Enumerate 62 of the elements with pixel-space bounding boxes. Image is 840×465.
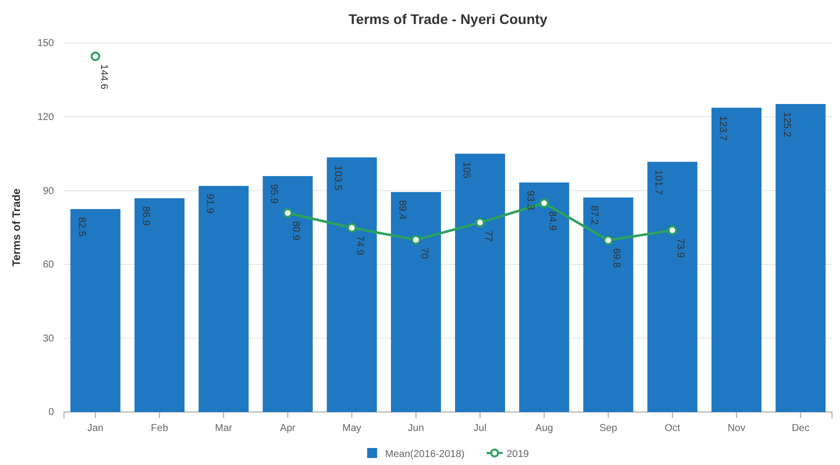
- chart-title: Terms of Trade - Nyeri County: [348, 11, 548, 27]
- bar: [134, 198, 185, 412]
- point: [282, 208, 293, 218]
- point: [347, 222, 357, 233]
- x-tick-label: Sep: [599, 423, 618, 434]
- point: [668, 225, 678, 235]
- data-label: 77: [482, 230, 494, 242]
- x-tick-label: Feb: [150, 423, 169, 434]
- data-label: 101.7: [652, 170, 664, 196]
- x-tick-label: Aug: [535, 423, 554, 434]
- x-tick-label: Mar: [215, 423, 233, 434]
- x-tick-label: May: [342, 423, 362, 434]
- y-tick-label: 120: [37, 112, 54, 123]
- legend-label: 2019: [506, 449, 530, 460]
- point: [411, 235, 421, 245]
- data-label: 103.5: [332, 165, 344, 191]
- y-tick-label: 90: [42, 186, 54, 197]
- data-label: 123.7: [716, 116, 728, 142]
- y-tick-label: 30: [42, 333, 54, 344]
- y-tick-label: 0: [48, 407, 54, 418]
- bar: [390, 192, 441, 412]
- bar: [647, 162, 698, 412]
- data-label: 91.9: [204, 194, 215, 214]
- x-tick-label: Jun: [408, 423, 424, 434]
- y-axis-title: Terms of Trade: [11, 188, 23, 267]
- data-label: 95.9: [268, 184, 280, 204]
- bar: [519, 182, 570, 412]
- x-tick-label: Nov: [728, 423, 746, 434]
- bar: [583, 197, 634, 412]
- data-label: 86.9: [140, 206, 151, 226]
- bar: [326, 157, 377, 412]
- data-label: 87.2: [588, 205, 600, 226]
- bar: [198, 186, 249, 412]
- x-tick-label: Oct: [664, 423, 680, 434]
- bar: [776, 104, 826, 412]
- point: [539, 198, 549, 208]
- data-label: 89.4: [396, 200, 408, 220]
- data-label: 84.9: [546, 211, 558, 232]
- data-label: 125.2: [780, 112, 792, 138]
- legend-label: Mean(2016-2018): [385, 449, 465, 460]
- data-label: 82.5: [76, 217, 87, 237]
- x-tick-label: Dec: [792, 423, 810, 434]
- data-label: 74.9: [354, 236, 366, 256]
- x-tick-label: Apr: [280, 423, 296, 434]
- point: [603, 236, 614, 246]
- bar: [70, 209, 120, 412]
- bar: [262, 176, 313, 412]
- point: [90, 52, 100, 62]
- bar: [455, 154, 506, 412]
- x-tick-label: Jul: [474, 423, 486, 434]
- data-label: 70: [418, 248, 430, 260]
- data-label: 144.6: [98, 64, 109, 90]
- point: [475, 218, 485, 228]
- data-label: 105: [460, 162, 472, 179]
- bar: [711, 108, 762, 412]
- x-tick-label: Jan: [87, 423, 104, 434]
- data-label: 80.9: [290, 220, 302, 241]
- y-tick-label: 150: [37, 38, 54, 50]
- y-tick-label: 60: [42, 260, 54, 271]
- data-label: 69.8: [610, 248, 622, 268]
- data-label: 73.9: [674, 238, 686, 258]
- data-label: 93.3: [524, 190, 536, 210]
